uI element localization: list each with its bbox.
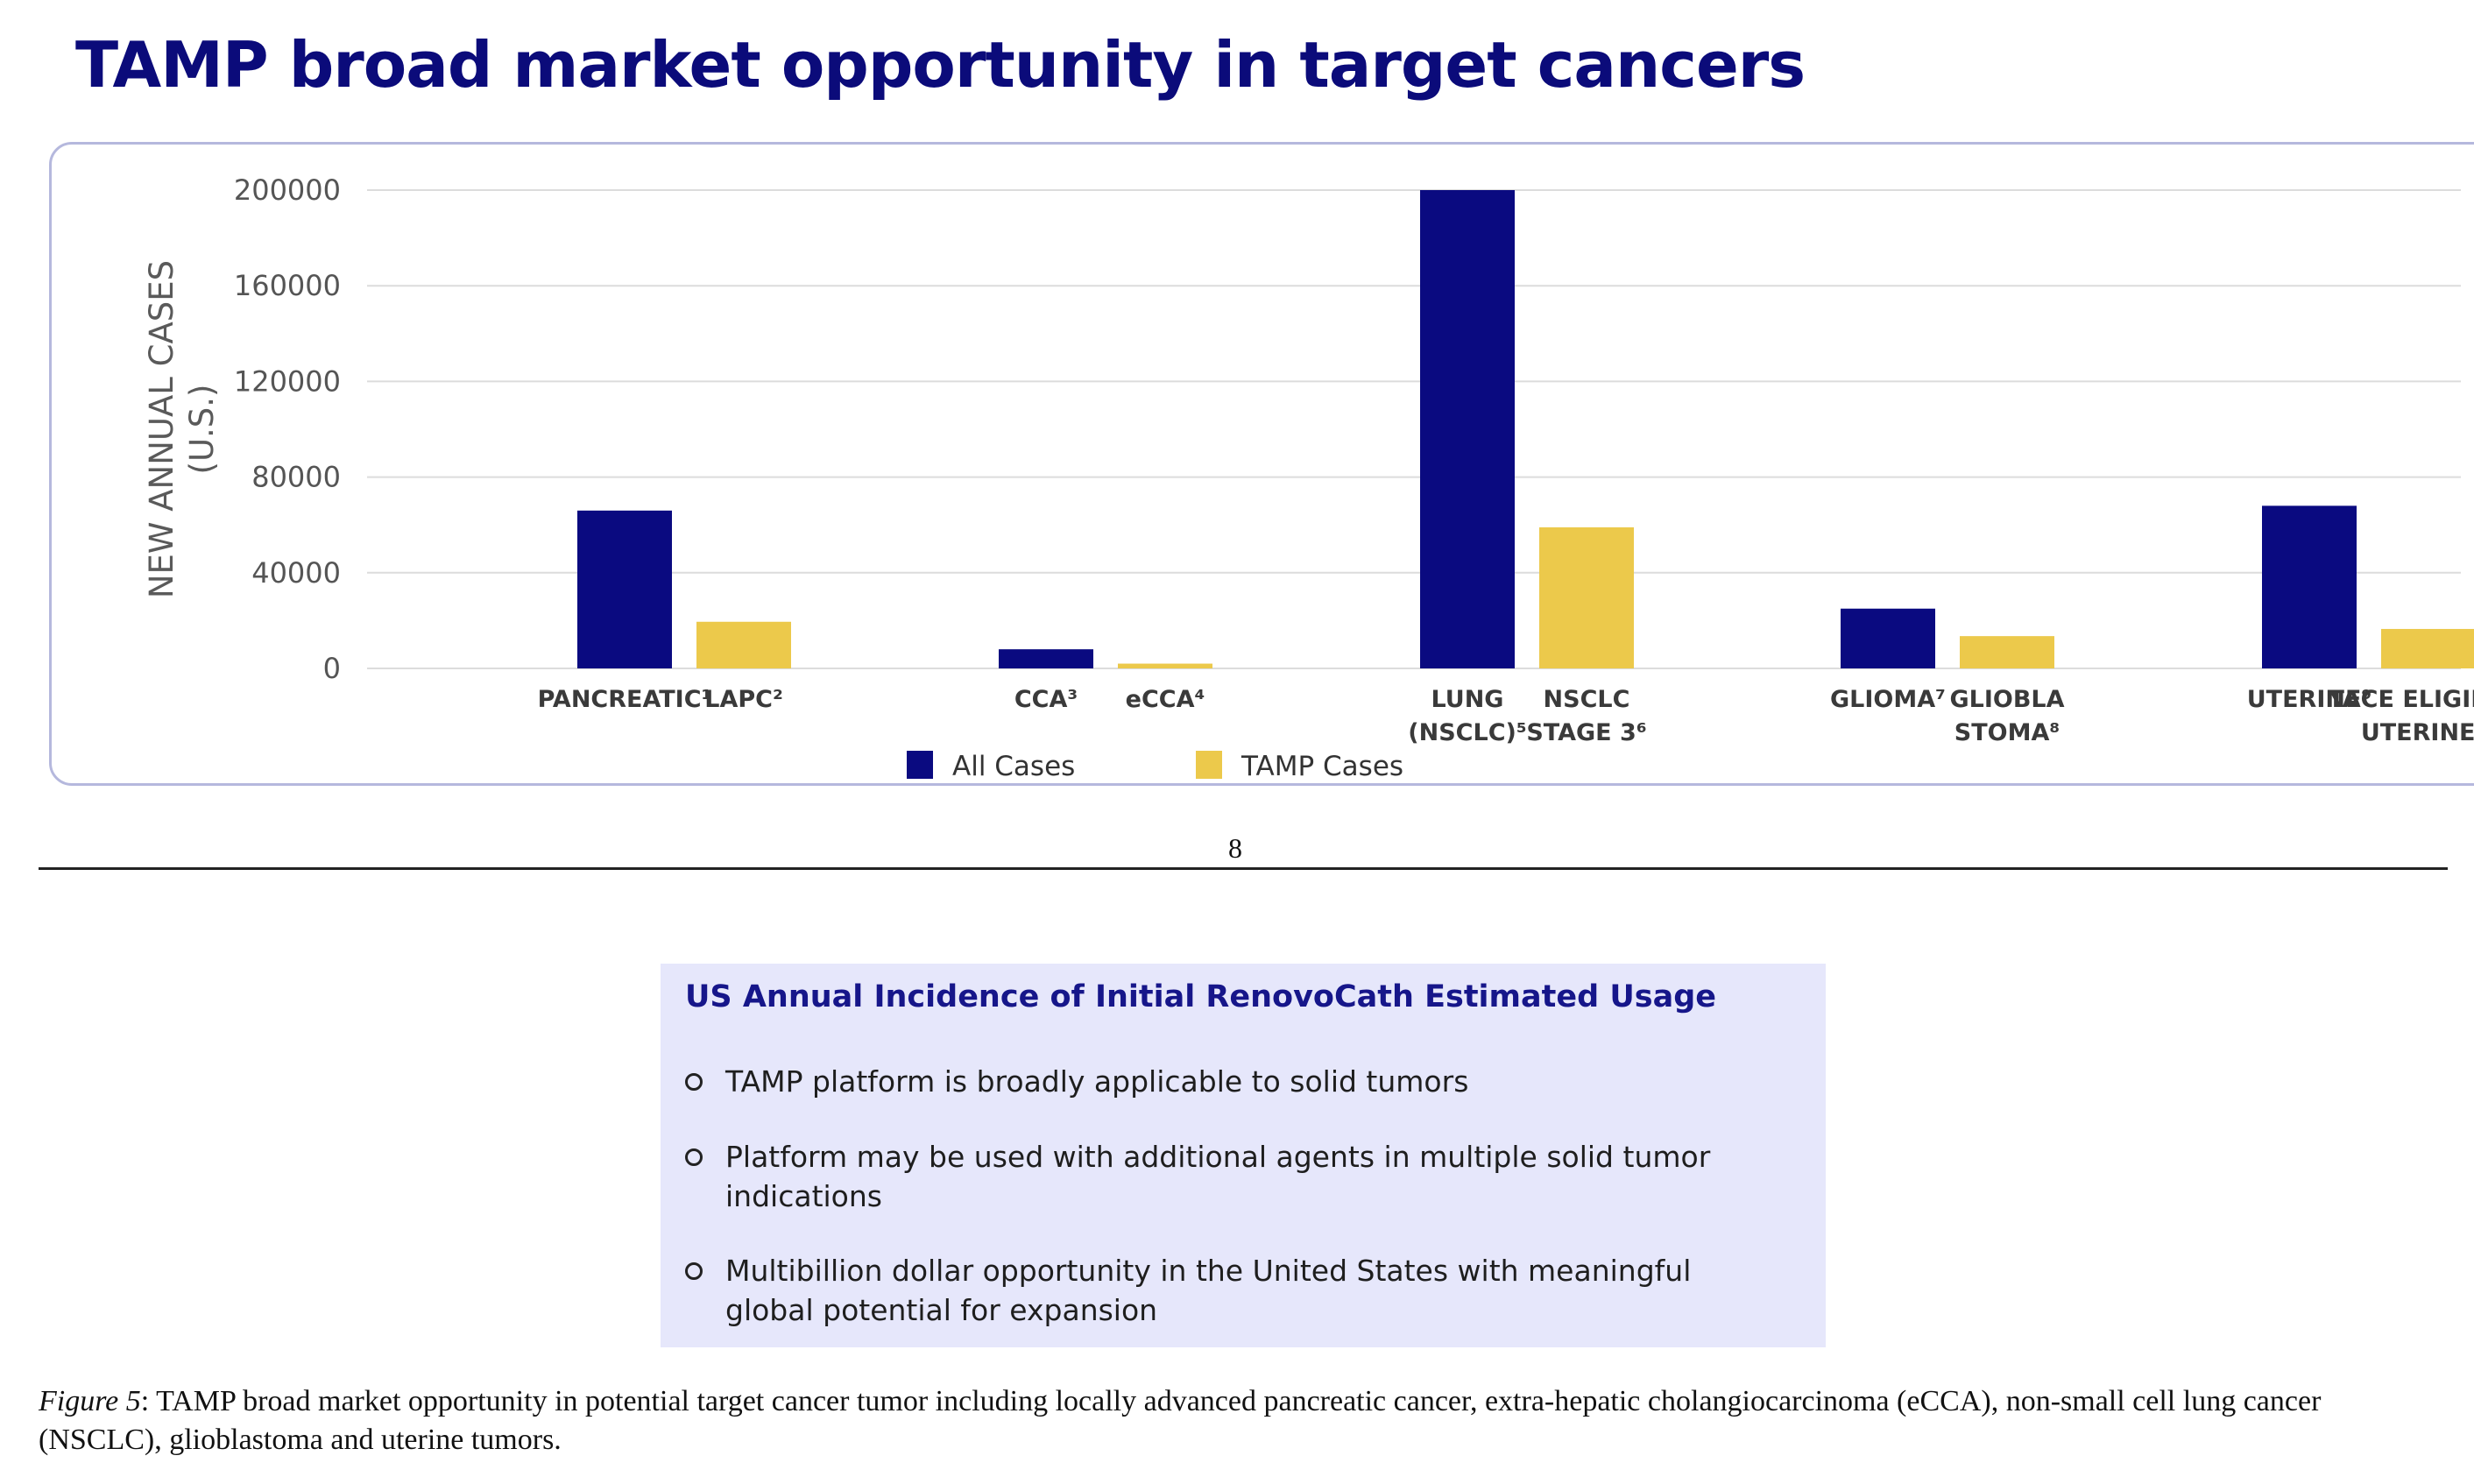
info-bullet-text: Platform may be used with additional age… xyxy=(725,1140,1711,1213)
bar xyxy=(696,621,791,668)
x-category-label: GLIOBLA STOMA⁸ xyxy=(1949,686,2064,746)
x-category-label: LUNG (NSCLC)⁵ xyxy=(1408,686,1526,746)
bar xyxy=(1118,663,1212,668)
x-category-label: CCA³ xyxy=(1014,686,1078,713)
x-category-label: GLIOMA⁷ xyxy=(1830,686,1946,713)
y-tick-label: 0 xyxy=(323,652,341,685)
info-bullet-text: Multibillion dollar opportunity in the U… xyxy=(725,1254,1692,1327)
bar-chart: 0 40000 80000 120000 160000 200000 NEW ANNUAL … xyxy=(143,173,2474,782)
info-box: US Annual Incidence of Initial RenovoCat… xyxy=(661,964,1826,1347)
x-category-label: UTERINE⁹ xyxy=(2247,686,2372,713)
caption-label: Figure 5 xyxy=(39,1385,141,1417)
info-bullet: TAMP platform is broadly applicable to s… xyxy=(685,1062,1728,1101)
bar xyxy=(1539,526,1634,668)
slide-title: TAMP broad market opportunity in target … xyxy=(75,28,1806,102)
info-box-heading: US Annual Incidence of Initial RenovoCat… xyxy=(685,979,1717,1014)
bar xyxy=(1960,636,2054,668)
x-category-label: eCCA⁴ xyxy=(1126,686,1205,713)
legend-label: All Cases xyxy=(952,751,1075,782)
bar xyxy=(2262,505,2357,668)
info-bullet: Platform may be used with additional age… xyxy=(685,1137,1728,1216)
info-bullet: Multibillion dollar opportunity in the U… xyxy=(685,1251,1728,1330)
y-tick-label: 80000 xyxy=(251,461,341,494)
bar xyxy=(2381,628,2474,668)
x-category-label: TACE ELIGIBILEUTERINE¹⁰ xyxy=(2328,686,2474,746)
bar xyxy=(577,510,672,668)
bar xyxy=(1420,190,1515,668)
y-tick-label: 120000 xyxy=(234,364,341,398)
y-tick-label: 40000 xyxy=(251,556,341,590)
page-divider xyxy=(39,867,2448,870)
y-tick-label: 160000 xyxy=(234,269,341,302)
legend-label: TAMP Cases xyxy=(1241,751,1403,782)
legend-swatch xyxy=(907,751,933,779)
x-category-label: PANCREATIC¹ xyxy=(538,686,712,713)
info-bullet-text: TAMP platform is broadly applicable to s… xyxy=(725,1064,1469,1099)
caption-text: : TAMP broad market opportunity in poten… xyxy=(39,1385,2322,1456)
bar xyxy=(999,649,1093,668)
y-axis-title: NEW ANNUAL CASES(U.S.) xyxy=(143,260,221,598)
x-category-label: NSCLC STAGE 3⁶ xyxy=(1526,686,1646,746)
figure-caption: Figure 5: TAMP broad market opportunity … xyxy=(39,1382,2449,1459)
page-number: 8 xyxy=(1228,832,1242,864)
bar xyxy=(1841,608,1935,668)
legend-swatch xyxy=(1196,751,1222,779)
bullet-circle-icon xyxy=(685,1073,703,1091)
y-tick-label: 200000 xyxy=(234,173,341,207)
bullet-circle-icon xyxy=(685,1148,703,1166)
bullet-circle-icon xyxy=(685,1262,703,1280)
chart-frame: 0 40000 80000 120000 160000 200000 NEW ANNUAL … xyxy=(49,142,2474,786)
x-category-label: LAPC² xyxy=(704,686,783,713)
